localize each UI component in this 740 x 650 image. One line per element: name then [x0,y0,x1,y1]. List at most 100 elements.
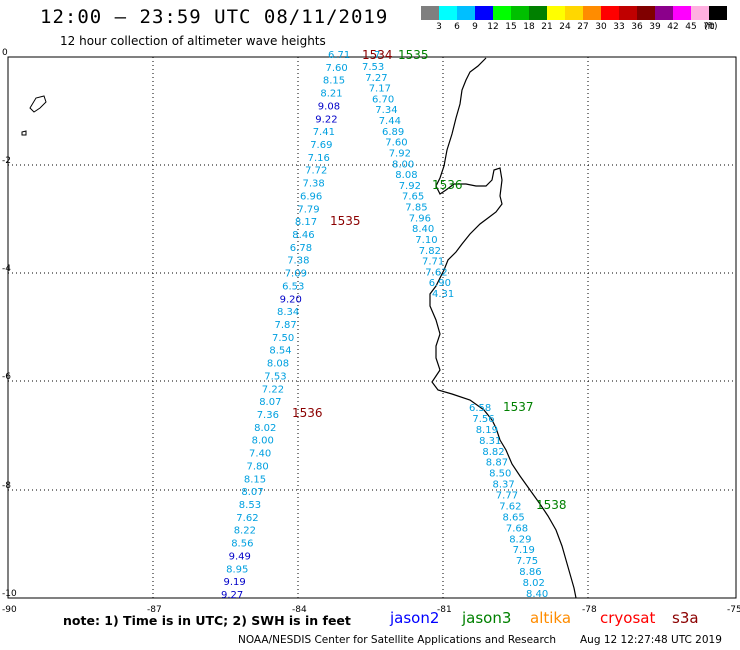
legend-swatch [457,6,475,20]
wave-height-value: 7.53 [264,371,286,382]
legend-label: 33 [613,22,625,32]
wave-height-value: 8.21 [320,89,342,100]
legend-swatch [583,6,601,20]
legend-labels: 3 6 9 12 15 18 21 24 27 30 33 36 39 42 45 70 [421,22,718,32]
wave-height-value: 8.86 [519,567,541,578]
wave-height-value: 8.50 [489,469,511,480]
legend-swatch [511,6,529,20]
wave-height-value: 8.31 [479,436,501,447]
axis-ticks: -90 -87 -84 -81 -78 -75 0 -2 -4 -6 -8 -10 [2,48,740,615]
wave-height-value: 8.08 [267,359,289,370]
wave-height-value: 8.15 [244,474,266,485]
map-grid [8,57,736,598]
wave-height-value: 9.08 [318,101,340,112]
wave-height-value: 7.44 [379,116,401,127]
legend-swatch [691,6,709,20]
wave-height-value: 7.68 [506,523,528,534]
footer-credit: NOAA/NESDIS Center for Satellite Applica… [238,634,556,646]
wave-height-value: 8.54 [269,346,291,357]
wave-height-value: 8.56 [231,539,253,550]
wave-height-value: 7.60 [326,63,348,74]
legend-label: 9 [472,22,478,32]
legend-label: 3 [436,22,442,32]
x-tick-label: -81 [437,605,452,615]
wave-height-value: 7.82 [419,246,441,257]
x-tick-label: -84 [292,605,307,615]
wave-height-value: 7.10 [415,235,437,246]
wave-height-value: 6.96 [300,191,322,202]
legend-label: 70 [703,22,715,32]
wave-height-value: 7.17 [369,84,391,95]
satellite-s3a: s3a [672,609,699,627]
wave-height-value: 9.49 [229,551,251,562]
y-tick-label: -8 [2,481,11,491]
wave-height-value: 8.17 [295,217,317,228]
wave-height-value: 7.72 [305,166,327,177]
map-title: 12:00 – 23:59 UTC 08/11/2019 [40,6,389,28]
legend-label: 24 [559,22,571,32]
wave-height-value: 8.02 [254,423,276,434]
y-tick-label: 0 [2,48,8,58]
wave-height-value: 8.00 [392,159,414,170]
satellite-cryosat: cryosat [600,609,656,627]
legend-label: 27 [577,22,589,32]
wave-height-value: 7.56 [472,414,494,425]
wave-height-value: 6.53 [282,281,304,292]
track-west: 6.71 7.60 8.15 8.219.08 9.22 7.41 7.69 7.16 7.72… [221,50,350,601]
satellite-jason3: jason3 [462,609,512,627]
galapagos-islet [21,130,27,136]
wave-height-value: 8.82 [482,447,504,458]
pass-label: 1535 [330,214,361,228]
wave-height-value: 4.31 [432,289,454,300]
wave-height-value: 7.38 [287,256,309,267]
wave-height-value: 7.96 [409,213,431,224]
pass-labels: 1534 1535 1535 1536 1536 1537 1538 [292,48,567,512]
wave-height-value: 7.77 [496,491,518,502]
wave-height-value: 7.19 [513,545,535,556]
wave-height-value: 8.15 [323,76,345,87]
track-middle: 7.537.277.176.707.347.446.897.607.928.00… [362,62,454,300]
satellite-altika: altika [530,609,572,627]
wave-height-value: 8.02 [523,578,545,589]
wave-height-value: 7.40 [249,449,271,460]
wave-height-value: 6.58 [469,403,491,414]
y-tick-label: -2 [2,156,11,166]
x-tick-label: -90 [2,605,17,615]
wave-height-value: 7.27 [365,73,387,84]
wave-height-value: 9.20 [280,294,302,305]
wave-height-value: 6.78 [290,243,312,254]
wave-height-value: 7.53 [362,62,384,73]
legend-label: 36 [631,22,643,32]
legend-swatch [619,6,637,20]
coastline [429,57,577,599]
wave-height-value: 7.69 [310,140,332,151]
map-frame [7,56,737,599]
legend-label: 15 [505,22,517,32]
wave-height-value: 8.37 [493,480,515,491]
x-tick-label: -87 [147,605,162,615]
y-tick-label: -6 [2,372,11,382]
y-tick-label: -4 [2,264,11,274]
satellite-jason2: jason2 [390,609,440,627]
wave-height-value: 7.92 [389,149,411,160]
legend-swatch [673,6,691,20]
wave-height-value: 7.87 [275,320,297,331]
pass-label: 1536 [432,178,463,192]
legend-swatch [475,6,493,20]
wave-height-value: 7.62 [499,502,521,513]
map-subtitle: 12 hour collection of altimeter wave hei… [60,34,326,48]
wave-height-value: 8.08 [395,170,417,181]
legend-swatch [421,6,439,20]
wave-height-value: 7.75 [516,556,538,567]
legend-swatch [637,6,655,20]
legend-swatch [439,6,457,20]
y-tick-label: -10 [2,589,17,599]
wave-height-value: 7.79 [297,204,319,215]
footer-note: note: 1) Time is in UTC; 2) SWH is in fe… [63,613,351,628]
wave-height-value: 7.85 [405,203,427,214]
wave-height-value: 7.22 [262,384,284,395]
wave-height-value: 7.16 [308,153,330,164]
wave-height-value: 8.87 [486,458,508,469]
wave-height-value: 8.53 [239,500,261,511]
